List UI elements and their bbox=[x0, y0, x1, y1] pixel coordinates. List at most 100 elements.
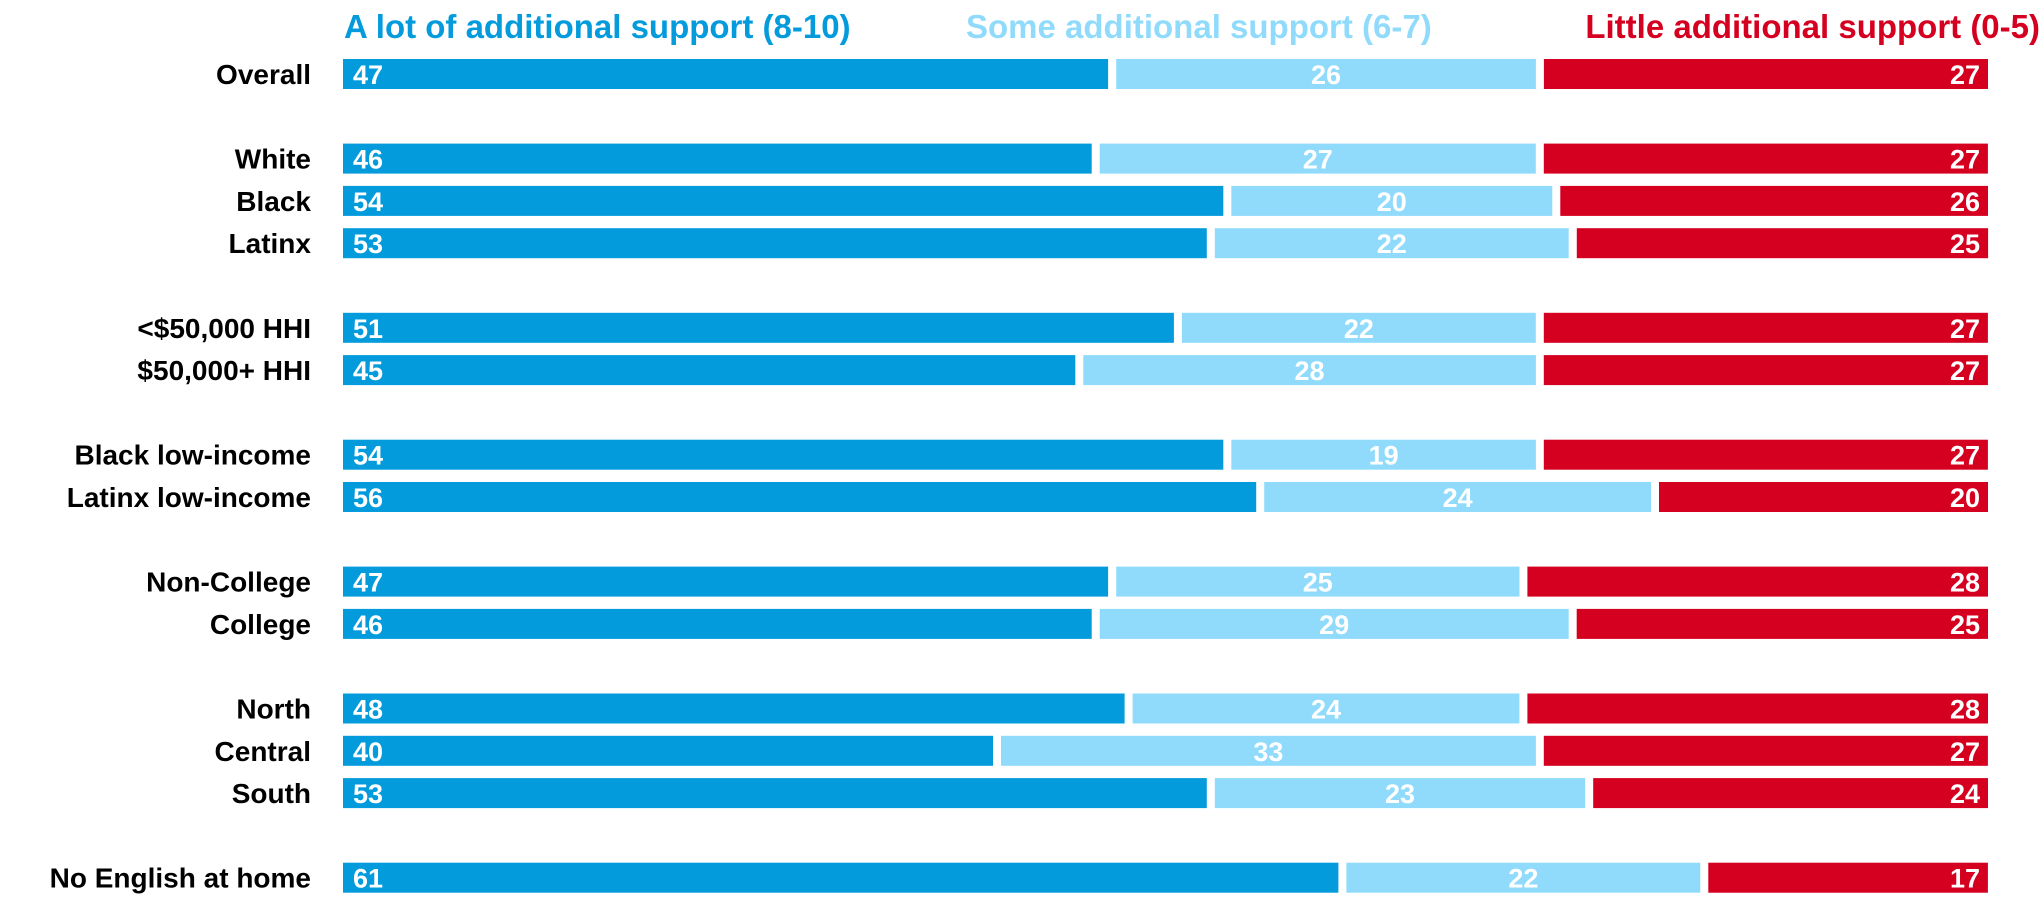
bar-row: $50,000+ HHI 45 28 27 bbox=[137, 355, 1988, 386]
bar-segment-a-lot bbox=[343, 862, 1339, 893]
bar-row: North 48 24 28 bbox=[236, 693, 1988, 725]
value-label-some: 29 bbox=[1319, 610, 1349, 640]
bar-segment-little bbox=[1659, 482, 1988, 512]
bar-segment-little bbox=[1543, 439, 1988, 470]
value-label-some: 24 bbox=[1443, 483, 1473, 513]
value-label-some: 22 bbox=[1508, 864, 1538, 894]
bar-segment-little bbox=[1576, 608, 1988, 639]
bar-segment-little bbox=[1593, 778, 1988, 809]
value-label-a-lot: 51 bbox=[353, 314, 383, 344]
value-label-some: 26 bbox=[1311, 60, 1341, 90]
value-label-some: 24 bbox=[1311, 695, 1341, 725]
bar-segment-some bbox=[1116, 59, 1536, 89]
bar-segment-a-lot bbox=[343, 185, 1224, 216]
legend-little: Little additional support (0-5) bbox=[1585, 8, 2040, 45]
bar-row: Black low-income 54 19 27 bbox=[74, 439, 1988, 471]
value-label-some: 28 bbox=[1294, 356, 1324, 386]
bar-row: <$50,000 HHI 51 22 27 bbox=[137, 312, 1988, 344]
value-label-some: 25 bbox=[1303, 568, 1333, 598]
value-label-a-lot: 45 bbox=[353, 356, 383, 386]
bar-row: Latinx low-income 56 24 20 bbox=[67, 482, 1988, 513]
value-label-some: 27 bbox=[1303, 145, 1333, 175]
value-label-some: 19 bbox=[1369, 441, 1399, 471]
bar-segment-a-lot bbox=[343, 59, 1109, 89]
value-label-some: 23 bbox=[1385, 779, 1415, 809]
category-label: $50,000+ HHI bbox=[137, 355, 311, 386]
bar-segment-a-lot bbox=[343, 735, 993, 766]
value-label-little: 27 bbox=[1950, 737, 1980, 767]
value-label-a-lot: 40 bbox=[353, 737, 383, 767]
value-label-a-lot: 46 bbox=[353, 145, 383, 175]
bar-segment-some bbox=[1116, 566, 1520, 597]
value-label-little: 27 bbox=[1950, 314, 1980, 344]
value-label-little: 26 bbox=[1950, 187, 1980, 217]
category-label: No English at home bbox=[50, 863, 311, 894]
legend-some: Some additional support (6-7) bbox=[966, 8, 1432, 45]
value-label-little: 27 bbox=[1950, 441, 1980, 471]
bar-segment-some bbox=[1231, 439, 1536, 470]
bar-row: College 46 29 25 bbox=[210, 608, 1988, 640]
bar-segment-little bbox=[1527, 693, 1988, 724]
chart-legend: A lot of additional support (8-10) Some … bbox=[344, 8, 2040, 45]
legend-a-lot: A lot of additional support (8-10) bbox=[344, 8, 851, 45]
bar-segment-little bbox=[1708, 862, 1988, 893]
category-label: Overall bbox=[216, 59, 311, 90]
bar-rows: Overall 47 26 27 White 46 27 27 Black 54 20 26 Latin… bbox=[50, 59, 1989, 894]
value-label-some: 33 bbox=[1253, 737, 1283, 767]
category-label: Black low-income bbox=[74, 440, 311, 471]
bar-segment-some bbox=[1264, 482, 1651, 512]
value-label-little: 24 bbox=[1950, 779, 1980, 809]
value-label-little: 28 bbox=[1950, 695, 1980, 725]
value-label-some: 22 bbox=[1344, 314, 1374, 344]
category-label: White bbox=[235, 144, 311, 175]
value-label-little: 28 bbox=[1950, 568, 1980, 598]
value-label-a-lot: 54 bbox=[353, 441, 383, 471]
category-label: Latinx bbox=[229, 228, 312, 259]
bar-segment-some bbox=[1214, 228, 1569, 259]
bar-segment-some bbox=[1099, 143, 1536, 174]
bar-segment-a-lot bbox=[343, 778, 1207, 809]
value-label-a-lot: 47 bbox=[353, 568, 383, 598]
bar-row: Overall 47 26 27 bbox=[216, 59, 1988, 90]
value-label-a-lot: 61 bbox=[353, 864, 383, 894]
bar-segment-a-lot bbox=[343, 693, 1125, 724]
bar-segment-little bbox=[1527, 566, 1988, 597]
bar-segment-a-lot bbox=[343, 355, 1076, 386]
category-label: Non-College bbox=[146, 567, 311, 598]
bar-segment-a-lot bbox=[343, 143, 1092, 174]
bar-segment-a-lot bbox=[343, 228, 1207, 259]
bar-segment-some bbox=[1181, 312, 1536, 343]
bar-segment-little bbox=[1543, 355, 1988, 386]
bar-segment-a-lot bbox=[343, 482, 1257, 512]
value-label-little: 27 bbox=[1950, 60, 1980, 90]
value-label-a-lot: 53 bbox=[353, 779, 383, 809]
bar-segment-little bbox=[1543, 143, 1988, 174]
bar-segment-some bbox=[1231, 185, 1553, 216]
value-label-little: 25 bbox=[1950, 610, 1980, 640]
value-label-a-lot: 47 bbox=[353, 60, 383, 90]
bar-segment-some bbox=[1346, 862, 1701, 893]
value-label-little: 27 bbox=[1950, 145, 1980, 175]
category-label: North bbox=[236, 694, 311, 725]
category-label: College bbox=[210, 609, 311, 640]
bar-segment-a-lot bbox=[343, 312, 1174, 343]
value-label-a-lot: 48 bbox=[353, 695, 383, 725]
value-label-a-lot: 56 bbox=[353, 483, 383, 513]
value-label-a-lot: 53 bbox=[353, 229, 383, 259]
value-label-little: 20 bbox=[1950, 483, 1980, 513]
bar-row: Latinx 53 22 25 bbox=[229, 228, 1989, 259]
category-label: Latinx low-income bbox=[67, 482, 311, 513]
bar-row: No English at home 61 22 17 bbox=[50, 862, 1988, 894]
value-label-little: 17 bbox=[1950, 864, 1980, 894]
value-label-some: 20 bbox=[1377, 187, 1407, 217]
bar-row: Non-College 47 25 28 bbox=[146, 566, 1988, 598]
value-label-little: 25 bbox=[1950, 229, 1980, 259]
bar-segment-some bbox=[1132, 693, 1520, 724]
value-label-a-lot: 54 bbox=[353, 187, 383, 217]
bar-segment-little bbox=[1560, 185, 1988, 216]
bar-segment-a-lot bbox=[343, 566, 1109, 597]
bar-segment-some bbox=[1083, 355, 1536, 386]
category-label: Black bbox=[236, 186, 311, 217]
bar-segment-some bbox=[1214, 778, 1586, 809]
